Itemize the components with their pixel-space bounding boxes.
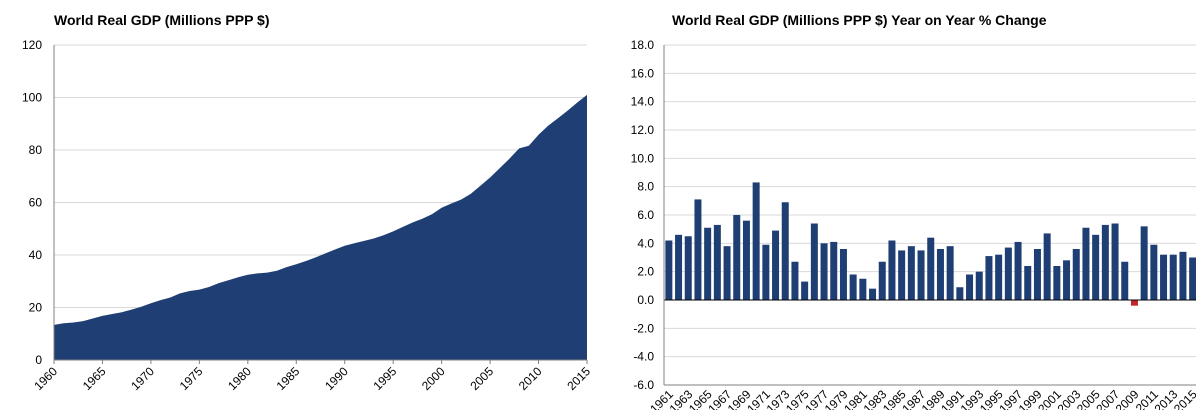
bar (762, 244, 770, 300)
y-tick-label: 40 (29, 248, 43, 262)
bar (898, 250, 906, 300)
bar (1179, 251, 1187, 300)
bar (791, 261, 799, 300)
bar (1024, 266, 1032, 300)
y-tick-label: 80 (29, 143, 43, 157)
y-tick-label: 4.0 (637, 236, 654, 250)
bar (966, 274, 974, 300)
bar (723, 246, 731, 300)
bar (1169, 254, 1177, 300)
bar (1160, 254, 1168, 300)
y-tick-label: 14.0 (631, 95, 655, 109)
bar (1121, 261, 1129, 300)
bar (849, 274, 857, 300)
bar (713, 224, 721, 300)
bar (985, 256, 993, 300)
bar (1092, 234, 1100, 300)
y-tick-label: 18.0 (631, 38, 655, 52)
chart-title: World Real GDP (Millions PPP $) Year on … (672, 12, 1047, 28)
y-tick-label: 6.0 (637, 208, 654, 222)
bar (772, 230, 780, 300)
bar (878, 261, 886, 300)
bar (1140, 226, 1148, 300)
y-tick-label: 10.0 (631, 151, 655, 165)
bar (1082, 227, 1090, 300)
y-tick-label: 0 (35, 353, 42, 367)
bar (927, 237, 935, 300)
bar (830, 241, 838, 300)
bar (810, 223, 818, 300)
bar (1189, 257, 1196, 300)
bar (1053, 266, 1061, 300)
y-tick-label: -2.0 (633, 321, 654, 335)
bar (1043, 233, 1051, 300)
bar (1101, 224, 1109, 300)
bar (694, 199, 702, 300)
bar (820, 243, 828, 300)
y-tick-label: 100 (22, 91, 42, 105)
y-tick-label: 2.0 (637, 265, 654, 279)
bar (869, 288, 877, 300)
bar (1130, 300, 1138, 306)
bar (752, 182, 760, 300)
bar (975, 271, 983, 300)
bar (1072, 249, 1080, 300)
gdp-area-series (54, 94, 587, 360)
bar (1111, 223, 1119, 300)
y-tick-label: 60 (29, 196, 43, 210)
bar (733, 215, 741, 300)
bar (1063, 260, 1071, 300)
y-tick-label: 16.0 (631, 66, 655, 80)
bar (742, 220, 750, 300)
bar (684, 236, 692, 300)
y-tick-label: 120 (22, 38, 42, 52)
bar (801, 281, 809, 300)
bar (888, 240, 896, 300)
bar (859, 278, 867, 300)
bar (946, 246, 954, 300)
y-tick-label: -6.0 (633, 378, 654, 392)
y-tick-label: 20 (29, 301, 43, 315)
bar (1014, 241, 1022, 300)
chart-title: World Real GDP (Millions PPP $) (54, 12, 270, 28)
y-tick-label: 12.0 (631, 123, 655, 137)
bar (936, 249, 944, 300)
bar (1004, 247, 1012, 300)
bar (1150, 244, 1158, 300)
y-tick-label: 8.0 (637, 180, 654, 194)
bar (704, 227, 712, 300)
bar (839, 249, 847, 300)
bar (956, 287, 964, 300)
bar (665, 240, 673, 300)
y-tick-label: 0.0 (637, 293, 654, 307)
bar (675, 234, 683, 300)
y-tick-label: -4.0 (633, 350, 654, 364)
bar (781, 202, 789, 300)
bar (1033, 249, 1041, 300)
bar (907, 246, 915, 300)
bar (917, 250, 925, 300)
bar (995, 254, 1003, 300)
world-gdp-area-chart: World Real GDP (Millions PPP $) 0 20 40 60 80… (22, 12, 593, 393)
